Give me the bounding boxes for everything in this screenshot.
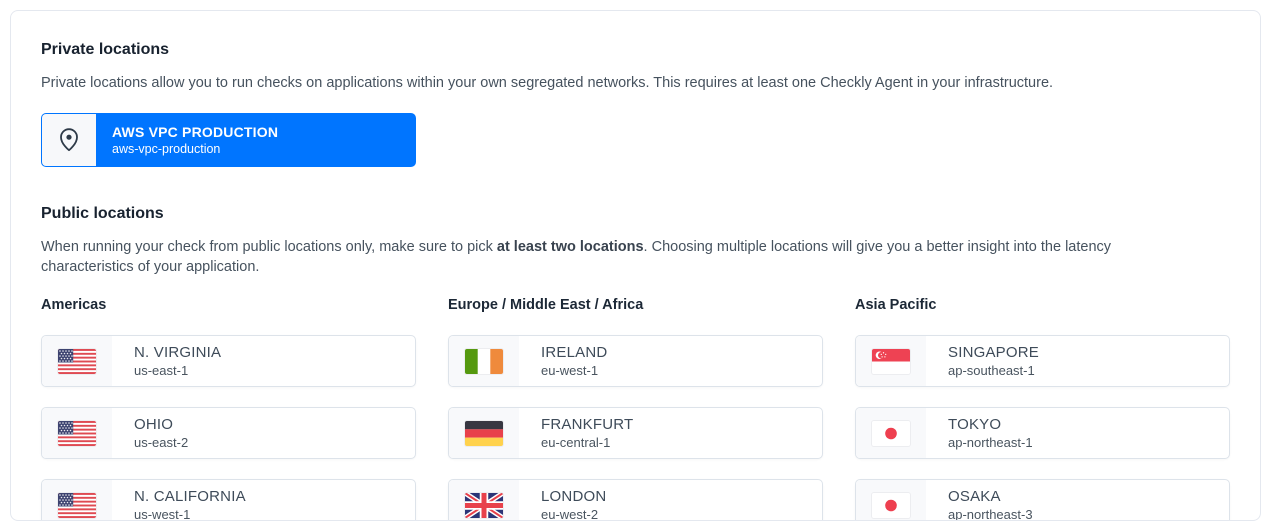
flag-cell [856, 408, 926, 458]
flag-cell [449, 336, 519, 386]
private-location-slug: aws-vpc-production [112, 142, 221, 156]
location-code: us-east-1 [134, 363, 189, 378]
public-locations-columns: Americas [41, 297, 1230, 521]
flag-cell [856, 480, 926, 520]
germany-flag-icon [465, 420, 503, 446]
us-flag-icon [58, 420, 96, 446]
column-asia-pacific: Asia Pacific [855, 297, 1230, 521]
location-text: TOKYO ap-northeast-1 [926, 408, 1033, 458]
japan-flag-icon [872, 420, 910, 446]
location-code: eu-central-1 [541, 435, 611, 450]
us-flag-icon [58, 348, 96, 374]
location-name: TOKYO [948, 416, 1002, 433]
location-text: N. VIRGINIA us-east-1 [112, 336, 221, 386]
column-americas-title: Americas [41, 297, 107, 313]
location-card-ap-northeast-3[interactable]: OSAKA ap-northeast-3 [855, 479, 1230, 521]
location-name: N. CALIFORNIA [134, 488, 246, 505]
locations-panel: Private locations Private locations allo… [10, 10, 1261, 521]
ireland-flag-icon [465, 348, 503, 374]
column-asia-pacific-title: Asia Pacific [855, 297, 937, 313]
flag-cell [42, 408, 112, 458]
map-pin-icon-cell [42, 114, 96, 166]
location-text: OSAKA ap-northeast-3 [926, 480, 1033, 521]
location-card-eu-west-1[interactable]: IRELAND eu-west-1 [448, 335, 823, 387]
location-text: OHIO us-east-2 [112, 408, 188, 458]
location-text: LONDON eu-west-2 [519, 480, 607, 521]
location-text: N. CALIFORNIA us-west-1 [112, 480, 246, 521]
public-locations-title: Public locations [41, 205, 164, 222]
singapore-flag-icon [872, 348, 910, 374]
location-name: OSAKA [948, 488, 1001, 505]
location-code: ap-southeast-1 [948, 363, 1035, 378]
private-location-name: AWS VPC PRODUCTION [112, 124, 279, 140]
location-card-eu-central-1[interactable]: FRANKFURT eu-central-1 [448, 407, 823, 459]
location-card-us-west-1[interactable]: N. CALIFORNIA us-west-1 [41, 479, 416, 521]
private-location-text: AWS VPC PRODUCTION aws-vpc-production [96, 114, 278, 166]
map-pin-icon [56, 127, 82, 153]
uk-flag-icon [465, 492, 503, 518]
location-name: OHIO [134, 416, 174, 433]
location-text: FRANKFURT eu-central-1 [519, 408, 633, 458]
location-code: eu-west-1 [541, 363, 599, 378]
location-card-us-east-2[interactable]: OHIO us-east-2 [41, 407, 416, 459]
private-location-card-aws-vpc-production[interactable]: AWS VPC PRODUCTION aws-vpc-production [41, 113, 416, 167]
column-europe-title: Europe / Middle East / Africa [448, 297, 644, 313]
location-code: us-west-1 [134, 507, 191, 521]
location-card-eu-west-2[interactable]: LONDON eu-west-2 [448, 479, 823, 521]
flag-cell [449, 480, 519, 520]
location-card-ap-northeast-1[interactable]: TOKYO ap-northeast-1 [855, 407, 1230, 459]
location-name: SINGAPORE [948, 344, 1039, 361]
public-description-bold: at least two locations [496, 239, 644, 255]
public-description-suffix: . Choosing multiple locations will give … [41, 239, 1112, 275]
location-card-us-east-1[interactable]: N. VIRGINIA us-east-1 [41, 335, 416, 387]
flag-cell [449, 408, 519, 458]
flag-cell [42, 336, 112, 386]
private-locations-description: Private locations allow you to run check… [41, 75, 1054, 91]
public-description-prefix: When running your check from public loca… [41, 239, 497, 255]
location-name: LONDON [541, 488, 607, 505]
flag-cell [856, 336, 926, 386]
us-flag-icon [58, 492, 96, 518]
location-card-ap-southeast-1[interactable]: SINGAPORE ap-southeast-1 [855, 335, 1230, 387]
location-code: ap-northeast-3 [948, 507, 1033, 521]
location-code: ap-northeast-1 [948, 435, 1033, 450]
column-americas: Americas [41, 297, 416, 521]
location-text: SINGAPORE ap-southeast-1 [926, 336, 1039, 386]
location-text: IRELAND eu-west-1 [519, 336, 607, 386]
location-code: eu-west-2 [541, 507, 599, 521]
private-locations-title: Private locations [41, 41, 170, 58]
flag-cell [42, 480, 112, 520]
japan-flag-icon [872, 492, 910, 518]
location-code: us-east-2 [134, 435, 189, 450]
location-name: IRELAND [541, 344, 608, 361]
location-name: FRANKFURT [541, 416, 634, 433]
column-europe-middle-east-africa: Europe / Middle East / Africa IRELAND eu… [448, 297, 823, 521]
location-name: N. VIRGINIA [134, 344, 222, 361]
public-locations-description: When running your check from public loca… [41, 237, 1149, 277]
